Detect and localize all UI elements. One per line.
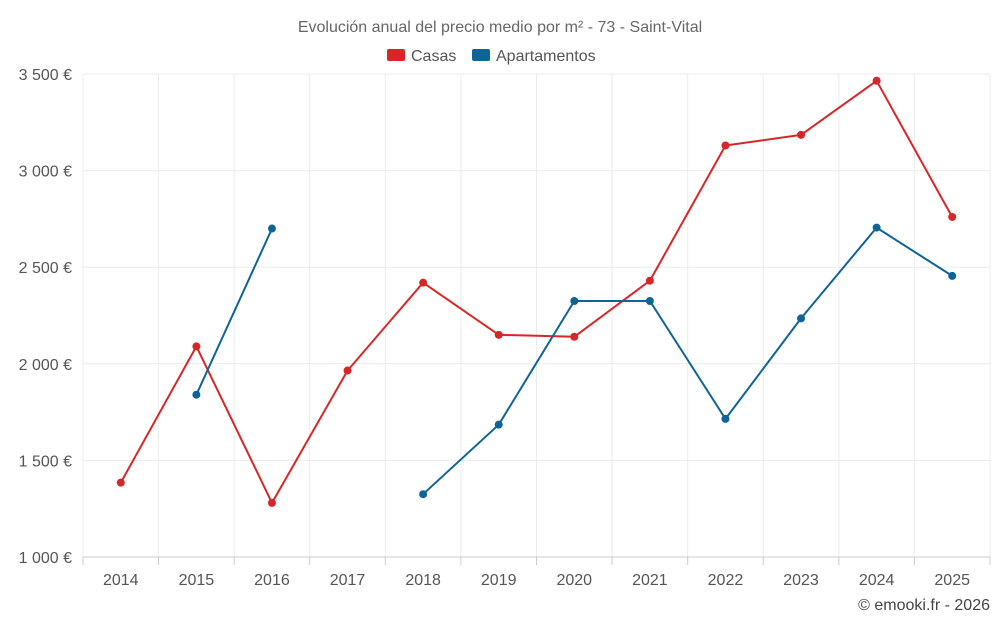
data-point-apartamentos[interactable] xyxy=(192,390,201,399)
legend-label-apartamentos: Apartamentos xyxy=(496,48,596,65)
y-tick-label: 1 000 € xyxy=(19,550,72,567)
data-point-apartamentos[interactable] xyxy=(797,314,806,323)
data-point-apartamentos[interactable] xyxy=(570,297,579,306)
x-tick-label: 2019 xyxy=(481,572,517,589)
credit-text: © emooki.fr - 2026 xyxy=(858,597,990,614)
legend-swatch-apartamentos xyxy=(472,49,490,61)
x-tick-label: 2020 xyxy=(556,572,592,589)
x-tick-label: 2014 xyxy=(103,572,139,589)
data-point-apartamentos[interactable] xyxy=(267,224,276,233)
series-casas xyxy=(116,76,957,507)
x-tick-label: 2015 xyxy=(179,572,215,589)
y-tick-label: 3 000 € xyxy=(19,164,72,181)
y-tick-label: 1 500 € xyxy=(19,453,72,470)
data-point-casas[interactable] xyxy=(494,330,503,339)
data-point-apartamentos[interactable] xyxy=(494,420,503,429)
legend-label-casas: Casas xyxy=(411,48,456,65)
series-line-apartamentos xyxy=(422,226,953,495)
data-point-casas[interactable] xyxy=(570,332,579,341)
data-point-casas[interactable] xyxy=(645,276,654,285)
x-tick-label: 2024 xyxy=(859,572,895,589)
y-tick-label: 2 500 € xyxy=(19,260,72,277)
data-point-casas[interactable] xyxy=(192,342,201,351)
x-tick-label: 2022 xyxy=(708,572,744,589)
x-tick-label: 2021 xyxy=(632,572,668,589)
x-tick-label: 2025 xyxy=(934,572,970,589)
x-tick-label: 2017 xyxy=(330,572,366,589)
series-line-apartamentos xyxy=(195,228,273,396)
x-axis: 2014 2015 2016 2017 2018 2019 2020 2021 2022 2023… xyxy=(82,556,991,589)
data-point-apartamentos[interactable] xyxy=(645,297,654,306)
grid xyxy=(82,73,991,557)
chart-title: Evolución anual del precio medio por m² … xyxy=(298,19,702,36)
x-tick-label: 2016 xyxy=(254,572,290,589)
data-point-casas[interactable] xyxy=(343,366,352,375)
legend: Casas Apartamentos xyxy=(387,48,596,65)
data-point-casas[interactable] xyxy=(797,130,806,139)
data-point-apartamentos[interactable] xyxy=(721,414,730,423)
legend-item-apartamentos[interactable]: Apartamentos xyxy=(472,48,596,65)
x-tick-label: 2018 xyxy=(405,572,441,589)
series-apartamentos xyxy=(192,223,957,499)
y-tick-label: 3 500 € xyxy=(19,67,72,84)
data-point-casas[interactable] xyxy=(872,76,881,85)
series-line-casas xyxy=(119,79,954,504)
data-point-casas[interactable] xyxy=(948,212,957,221)
y-axis: 1 000 € 1 500 € 2 000 € 2 500 € 3 000 € 3 500… xyxy=(19,67,72,567)
legend-swatch-casas xyxy=(387,49,405,61)
data-point-casas[interactable] xyxy=(116,478,125,487)
data-point-apartamentos[interactable] xyxy=(419,490,428,499)
y-tick-label: 2 000 € xyxy=(19,357,72,374)
x-tick-label: 2023 xyxy=(783,572,819,589)
data-point-apartamentos[interactable] xyxy=(948,271,957,280)
legend-item-casas[interactable]: Casas xyxy=(387,48,456,65)
series xyxy=(116,76,957,507)
data-point-apartamentos[interactable] xyxy=(872,223,881,232)
data-point-casas[interactable] xyxy=(267,498,276,507)
data-point-casas[interactable] xyxy=(419,278,428,287)
data-point-casas[interactable] xyxy=(721,141,730,150)
